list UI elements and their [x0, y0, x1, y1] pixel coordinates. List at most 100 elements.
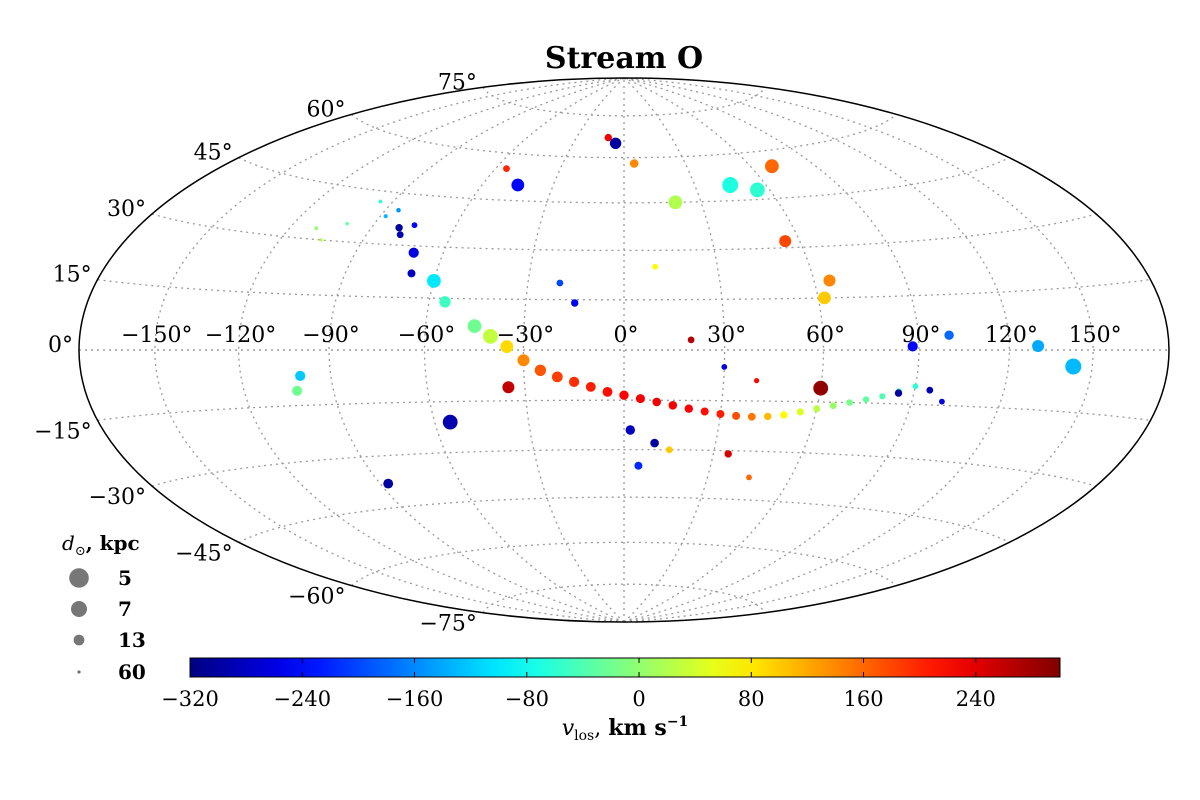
longitude-tick-label: −90°	[302, 323, 359, 348]
axis-tick-labels: −150° −120° −90° −60° −30° 0° 30° 60° 90° 120° 150…	[34, 70, 1122, 636]
parallel-line	[97, 399, 1151, 422]
longitude-tick-label: 150°	[1069, 323, 1122, 348]
size-legend-marker	[71, 601, 87, 617]
colorbar	[189, 657, 1061, 678]
star-point	[408, 247, 419, 258]
star-point	[411, 222, 418, 229]
size-legend-label: 5	[118, 566, 132, 590]
star-point	[517, 354, 530, 367]
latitude-tick-label: 60°	[307, 97, 346, 122]
meridian-line	[328, 77, 625, 623]
latitude-tick-label: 75°	[438, 70, 477, 95]
star-point	[407, 269, 416, 278]
longitude-tick-label: 90°	[902, 323, 941, 348]
star-point	[395, 224, 403, 232]
longitude-tick-label: 120°	[985, 323, 1038, 348]
star-point	[652, 397, 661, 407]
star-point	[700, 407, 709, 416]
longitude-tick-label: −30°	[497, 323, 554, 348]
size-legend-marker	[77, 670, 81, 674]
star-point	[345, 222, 349, 226]
star-point	[894, 389, 903, 397]
star-point	[724, 450, 732, 458]
star-point	[684, 404, 693, 413]
star-point	[665, 446, 673, 454]
colorbar-tick-label: −320	[161, 687, 219, 711]
parallel-line	[351, 113, 897, 159]
latitude-tick-label: −15°	[34, 419, 91, 444]
latitude-tick-label: 15°	[53, 263, 92, 288]
star-point	[818, 291, 831, 305]
star-point	[314, 226, 319, 231]
meridian-line	[154, 77, 625, 623]
parallel-line	[351, 541, 897, 587]
star-point	[625, 425, 635, 435]
meridian-line	[623, 77, 1011, 623]
star-point	[779, 235, 792, 248]
star-point	[585, 382, 596, 392]
star-point	[652, 263, 659, 270]
star-point	[635, 394, 645, 404]
graticule	[79, 77, 1169, 623]
parallel-line	[151, 213, 1097, 252]
colorbar-tick-label: 80	[738, 687, 765, 711]
star-point	[551, 371, 563, 383]
colorbar-tick-label: −240	[273, 687, 331, 711]
colorbar-ticks: −320 −240 −160 −80 0 80 160 240	[161, 658, 996, 711]
star-point	[687, 336, 695, 344]
star-point	[926, 386, 934, 394]
star-point	[378, 199, 383, 204]
longitude-tick-label: 60°	[806, 323, 845, 348]
parallel-line	[97, 278, 1151, 301]
star-point	[912, 383, 919, 390]
star-point	[500, 340, 514, 353]
colorbar-tick-label: 0	[632, 687, 645, 711]
star-point	[1065, 358, 1082, 375]
parallel-line	[238, 496, 1010, 543]
star-point	[483, 329, 498, 344]
star-point	[668, 195, 683, 210]
meridian-line	[623, 77, 1094, 623]
longitude-tick-label: −60°	[398, 323, 455, 348]
size-legend-subscript: ⊙	[75, 544, 86, 559]
parallel-line	[482, 583, 766, 614]
latitude-tick-label: −45°	[175, 541, 232, 566]
star-point	[292, 385, 303, 396]
star-point	[846, 399, 853, 406]
map-boundary	[78, 77, 1170, 623]
colorbar-label: vlos, km s−1	[562, 714, 689, 744]
meridian-line	[623, 77, 920, 623]
parallel-line	[482, 86, 766, 117]
star-point	[383, 478, 394, 489]
star-point	[732, 411, 741, 420]
size-legend-marker	[69, 568, 89, 588]
star-point	[722, 177, 739, 193]
star-point	[569, 376, 580, 387]
star-point	[754, 378, 760, 384]
star-point	[602, 387, 613, 397]
size-legend-label: 13	[118, 628, 146, 652]
star-point	[427, 274, 441, 288]
star-point	[503, 165, 510, 173]
star-point	[944, 330, 954, 340]
star-point	[862, 396, 870, 403]
star-point	[467, 319, 482, 333]
data-points	[292, 133, 1082, 489]
star-point	[829, 402, 837, 410]
star-point	[721, 364, 728, 370]
star-point	[747, 412, 756, 421]
star-point	[383, 214, 388, 219]
size-legend: d⊙, kpc 5 7 13 60	[62, 531, 146, 684]
size-legend-unit: , kpc	[86, 531, 140, 555]
star-point	[650, 438, 659, 448]
star-point	[765, 159, 779, 174]
star-point	[813, 405, 821, 413]
star-point	[879, 393, 886, 400]
colorbar-tick-label: −80	[505, 687, 549, 711]
colorbar-tick-label: −160	[386, 687, 444, 711]
star-point	[604, 133, 612, 142]
size-legend-title: d⊙, kpc	[62, 531, 140, 559]
latitude-tick-label: −60°	[288, 585, 345, 610]
latitude-tick-label: 0°	[48, 333, 73, 358]
size-legend-marker	[73, 634, 85, 646]
